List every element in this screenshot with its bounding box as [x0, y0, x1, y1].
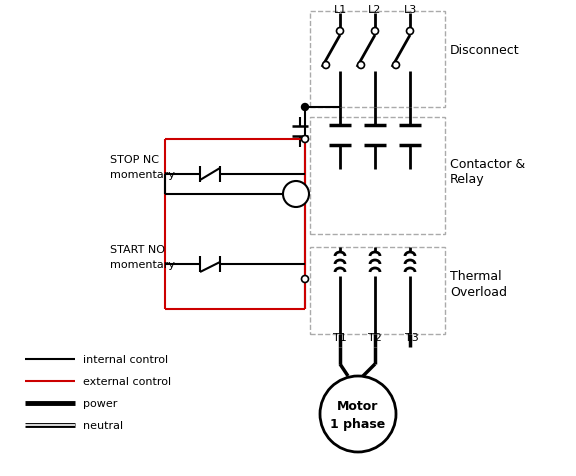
Bar: [310, 118, 445, 235]
Text: Disconnect: Disconnect: [450, 43, 520, 56]
Text: Relay: Relay: [450, 173, 484, 186]
Text: neutral: neutral: [83, 420, 123, 430]
Bar: [310, 248, 445, 334]
Text: momentary: momentary: [110, 259, 175, 269]
Circle shape: [301, 136, 309, 143]
Text: T2: T2: [368, 332, 382, 342]
Text: power: power: [83, 398, 118, 408]
Text: 1 phase: 1 phase: [331, 417, 385, 431]
Text: external control: external control: [83, 376, 171, 386]
Text: T1: T1: [333, 332, 347, 342]
Text: momentary: momentary: [110, 169, 175, 179]
Text: T3: T3: [405, 332, 419, 342]
Circle shape: [283, 182, 309, 208]
Text: Motor: Motor: [338, 400, 378, 413]
Text: internal control: internal control: [83, 354, 168, 364]
Text: Overload: Overload: [450, 285, 507, 298]
Circle shape: [392, 62, 400, 69]
Circle shape: [407, 29, 414, 35]
Circle shape: [320, 376, 396, 452]
Circle shape: [301, 276, 309, 283]
Circle shape: [323, 62, 329, 69]
Circle shape: [336, 29, 343, 35]
Circle shape: [358, 62, 365, 69]
Text: START NO: START NO: [110, 245, 165, 255]
Text: Thermal: Thermal: [450, 270, 502, 283]
Text: L3: L3: [403, 5, 416, 15]
Text: L1: L1: [334, 5, 347, 15]
Bar: [310, 12, 445, 108]
Text: L2: L2: [368, 5, 382, 15]
Text: Contactor &: Contactor &: [450, 158, 525, 171]
Circle shape: [301, 104, 309, 111]
Circle shape: [372, 29, 378, 35]
Text: STOP NC: STOP NC: [110, 155, 159, 165]
